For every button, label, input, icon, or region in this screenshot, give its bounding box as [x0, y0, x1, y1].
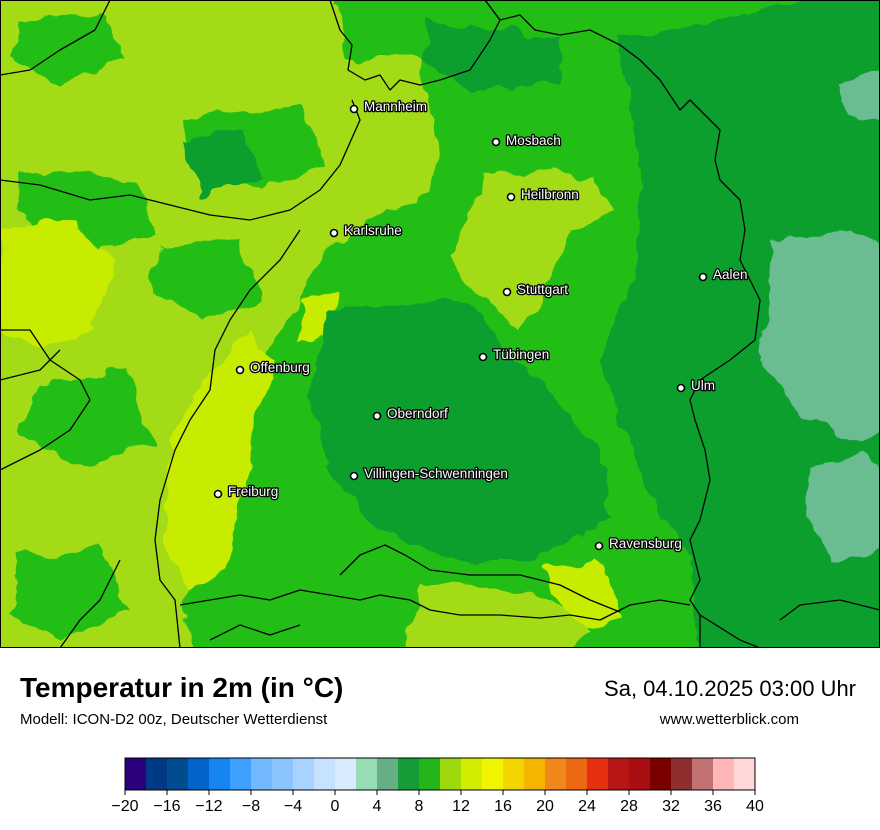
temp-zone-warm-spot: [0, 220, 110, 350]
city-marker[interactable]: Aalen: [698, 266, 749, 283]
city-dot-icon: [349, 104, 359, 114]
city-label: Offenburg: [250, 360, 310, 375]
map-title: Temperatur in 2m (in °C): [20, 672, 344, 703]
legend-color-swatch: [188, 758, 210, 790]
legend-color-swatch: [356, 758, 378, 790]
legend-tick-label: 28: [620, 798, 638, 815]
legend-color-swatch: [398, 758, 420, 790]
city-label: Tübingen: [493, 347, 549, 362]
legend-frame: [124, 757, 756, 791]
city-marker[interactable]: Tübingen: [478, 346, 551, 363]
legend-color-swatch: [377, 758, 399, 790]
city-marker[interactable]: Heilbronn: [506, 186, 580, 203]
city-dot-icon: [235, 365, 245, 375]
legend-color-swatch: [503, 758, 525, 790]
city-marker[interactable]: Offenburg: [235, 359, 311, 376]
legend-color-swatch: [335, 758, 357, 790]
legend-color-swatch: [419, 758, 441, 790]
legend-color-swatch: [146, 758, 168, 790]
legend-color-swatch: [587, 758, 609, 790]
city-marker[interactable]: Ravensburg: [594, 535, 683, 552]
legend-color-swatch: [125, 758, 147, 790]
model-info: Modell: ICON-D2 00z, Deutscher Wetterdie…: [20, 711, 328, 728]
city-marker[interactable]: Mosbach: [491, 132, 562, 149]
city-dot-icon: [213, 489, 223, 499]
legend-color-swatch: [314, 758, 336, 790]
city-dot-icon: [594, 541, 604, 551]
city-label: Mosbach: [506, 133, 561, 148]
city-label: Villingen-Schwenningen: [364, 466, 508, 481]
legend-tick-label: 16: [494, 798, 512, 815]
city-dot-icon: [506, 192, 516, 202]
city-label: Karlsruhe: [344, 223, 402, 238]
temp-zone-rhine-lowland: [0, 0, 440, 648]
legend-color-swatch: [293, 758, 315, 790]
legend-tick-label: −16: [153, 798, 180, 815]
city-label: Heilbronn: [521, 187, 579, 202]
legend-color-swatch: [629, 758, 651, 790]
temp-zone-cold-spot: [760, 230, 880, 440]
legend-color-swatch: [545, 758, 567, 790]
legend-tick-label: 0: [331, 798, 340, 815]
legend-color-swatch: [251, 758, 273, 790]
legend-color-swatch: [230, 758, 252, 790]
city-dot-icon: [349, 471, 359, 481]
city-dot-icon: [698, 272, 708, 282]
legend-tick-label: 40: [746, 798, 764, 815]
legend-color-swatch: [440, 758, 462, 790]
city-dot-icon: [478, 352, 488, 362]
legend-color-swatch: [461, 758, 483, 790]
legend-tick-label: 24: [578, 798, 596, 815]
legend-color-swatch: [692, 758, 714, 790]
city-dot-icon: [502, 287, 512, 297]
legend-tick-label: −12: [195, 798, 222, 815]
city-marker[interactable]: Ulm: [676, 377, 716, 394]
temperature-map: Mannheim Mosbach Heilbronn Karlsruhe Aal…: [0, 0, 880, 648]
legend-tick-label: −8: [242, 798, 260, 815]
city-marker[interactable]: Stuttgart: [502, 281, 570, 298]
legend-tick-label: 12: [452, 798, 470, 815]
legend-color-swatch: [734, 758, 756, 790]
city-label: Freiburg: [228, 484, 278, 499]
legend-color-swatch: [524, 758, 546, 790]
legend-tick-label: 20: [536, 798, 554, 815]
city-dot-icon: [491, 137, 501, 147]
city-dot-icon: [676, 383, 686, 393]
legend-tick-label: 4: [373, 798, 382, 815]
legend-color-swatch: [671, 758, 693, 790]
city-marker[interactable]: Villingen-Schwenningen: [349, 465, 509, 482]
legend-color-swatch: [209, 758, 231, 790]
city-label: Aalen: [713, 267, 748, 282]
city-label: Ulm: [691, 378, 715, 393]
legend-color-swatch: [608, 758, 630, 790]
legend-color-swatch: [482, 758, 504, 790]
legend-color-swatch: [713, 758, 735, 790]
city-marker[interactable]: Mannheim: [349, 98, 428, 115]
forecast-datetime: Sa, 04.10.2025 03:00 Uhr: [604, 676, 856, 701]
city-marker[interactable]: Freiburg: [213, 483, 280, 500]
state-borders: [0, 0, 880, 648]
website-link[interactable]: www.wetterblick.com: [659, 711, 799, 728]
legend-tick-label: −20: [111, 798, 138, 815]
legend-color-swatch: [650, 758, 672, 790]
legend-tick-label: −4: [284, 798, 302, 815]
city-label: Oberndorf: [387, 406, 448, 421]
color-legend: −20 −16 −12 −8 −4 0 4 8 12 16 20 24 28 32 36 40: [110, 752, 770, 822]
city-markers: Mannheim Mosbach Heilbronn Karlsruhe Aal…: [213, 98, 749, 552]
legend-tick-label: 32: [662, 798, 680, 815]
city-dot-icon: [372, 411, 382, 421]
legend-color-swatch: [566, 758, 588, 790]
city-label: Stuttgart: [517, 282, 568, 297]
legend-tick-label: 36: [704, 798, 722, 815]
city-marker[interactable]: Karlsruhe: [329, 222, 403, 239]
city-dot-icon: [329, 228, 339, 238]
temp-zone-neckar-lowland: [450, 170, 610, 330]
city-label: Mannheim: [364, 99, 427, 114]
legend-color-swatch: [272, 758, 294, 790]
city-label: Ravensburg: [609, 536, 682, 551]
legend-tick-label: 8: [415, 798, 424, 815]
legend-color-swatch: [167, 758, 189, 790]
city-marker[interactable]: Oberndorf: [372, 405, 449, 422]
